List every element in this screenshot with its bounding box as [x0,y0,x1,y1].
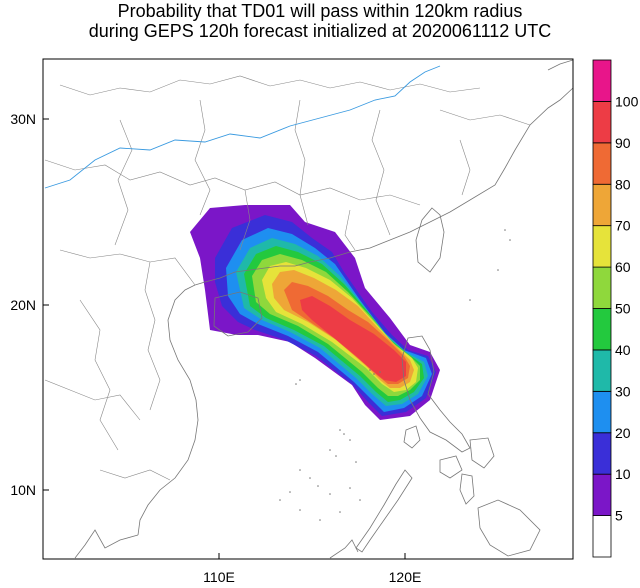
coastline-china [194,87,573,286]
island-taiwan [415,207,445,273]
colorbar-label-40: 40 [615,342,631,358]
colorbar-label-90: 90 [615,135,631,151]
colorbar-box-2 [592,432,612,475]
lat-label-20n: 20N [10,297,36,313]
colorbar-label-30: 30 [615,383,631,399]
island-mindoro [403,425,421,449]
colorbar-box-1 [592,473,612,516]
colorbar-box-0 [592,515,612,558]
rivers [44,65,441,189]
colorbar-label-5: 5 [615,508,623,524]
lon-label-110e: 110E [203,569,235,585]
map-title-line1: Probability that TD01 will pass within 1… [117,1,523,21]
colorbar-box-4 [592,349,612,392]
colorbar-label-20: 20 [615,425,631,441]
colorbar-label-10: 10 [615,466,631,482]
island-mindanao [477,499,541,557]
colorbar-box-10 [592,101,612,144]
colorbar-label-60: 60 [615,259,631,275]
probability-swath [190,205,440,420]
contour-90 [300,296,406,382]
colorbar-box-5 [592,308,612,351]
island-negros [459,473,475,505]
island-samar [469,437,495,469]
coastlines [74,59,573,559]
coastline-north-east [547,59,573,71]
borders [44,75,531,481]
lon-label-120e: 120E [389,569,422,585]
colorbar-label-70: 70 [615,218,631,234]
coastline-borneo [329,539,359,559]
island-panay [439,455,463,479]
colorbar-box-8 [592,183,612,227]
coastline-vietnam [137,284,199,536]
colorbar-box-11 [592,59,612,102]
colorbar-label-80: 80 [615,176,631,192]
axis-ticks [43,118,406,559]
colorbar-label-50: 50 [615,301,631,317]
colorbar-box-9 [592,142,612,185]
plot-frame [42,58,574,560]
small-islands [279,229,511,521]
coastline-gulf-thailand [74,529,139,559]
map-title-line2: during GEPS 120h forecast initialized at… [88,21,552,41]
river-yangtze [44,65,441,189]
colorbar-label-100: 100 [615,93,639,109]
colorbar-box-7 [592,225,612,268]
lat-label-10n: 10N [10,482,36,498]
colorbar: 5 10 20 30 40 50 60 70 80 90 100 [592,59,639,558]
lat-label-30n: 30N [10,111,36,127]
island-hainan [213,291,263,337]
colorbar-box-3 [592,390,612,434]
island-luzon [401,335,471,453]
colorbar-box-6 [592,266,612,309]
island-palawan [355,469,413,553]
